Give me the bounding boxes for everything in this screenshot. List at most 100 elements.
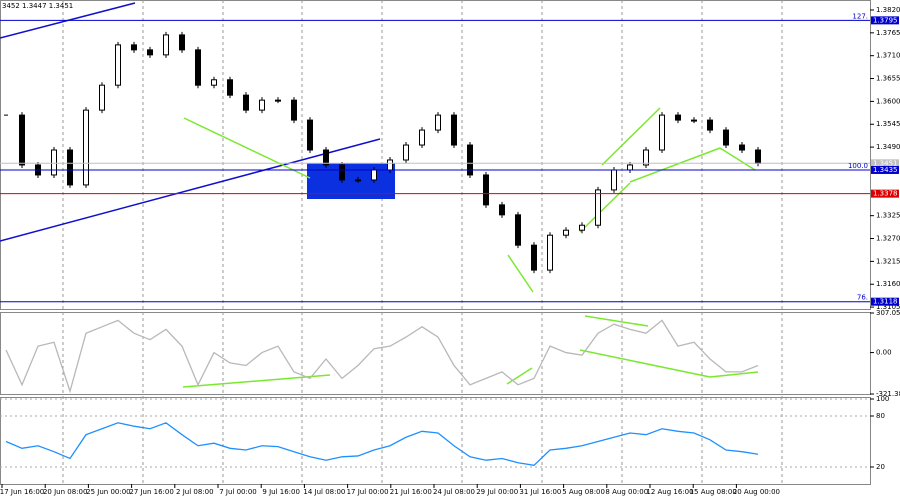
level-label: 1.3435 [873, 166, 898, 174]
x-tick-label: 27 Jun 16:00 [129, 488, 173, 496]
candle [195, 49, 201, 86]
candle [547, 234, 553, 271]
trend-line [579, 349, 711, 378]
candle [563, 229, 569, 236]
y-tick-label: 20 [876, 463, 885, 471]
y-tick-label: 1.3105 [876, 303, 900, 311]
trend-line [709, 371, 759, 378]
candle [147, 49, 153, 56]
level-tag: 76. [857, 294, 868, 302]
x-tick-label: 17 Jul 00:00 [347, 488, 389, 496]
candle [707, 119, 713, 131]
y-tick-label: 1.3160 [876, 280, 900, 288]
candle [99, 84, 105, 111]
indicator-line [5, 422, 759, 466]
candle [611, 169, 617, 191]
x-tick-label: 9 Jul 16:00 [262, 488, 300, 496]
candle [755, 149, 761, 164]
trend-line [579, 182, 631, 233]
y-tick-label: 80 [876, 412, 885, 420]
candle [387, 159, 393, 171]
trend-line [507, 254, 534, 293]
price-header: 3452 1.3447 1.3451 [2, 2, 73, 10]
candle [243, 94, 249, 111]
y-tick-label: 1.3765 [876, 29, 900, 37]
trend-line [629, 147, 721, 183]
candle [675, 114, 681, 121]
candle [323, 149, 329, 166]
candle [403, 144, 409, 161]
candle [339, 164, 345, 181]
rsi-pane [0, 397, 871, 485]
x-tick-label: 17 Jun 16:00 [0, 488, 44, 496]
candle [691, 119, 697, 122]
y-tick-label: 1.3270 [876, 235, 900, 243]
candle [211, 79, 217, 86]
candle [467, 144, 473, 176]
candle [499, 204, 505, 216]
indicator-line [5, 319, 759, 394]
candle [227, 79, 233, 96]
level-label-bg [871, 16, 899, 25]
x-tick-label: 15 Aug 08:00 [690, 488, 737, 496]
candle [355, 179, 361, 182]
y-tick-label: 1.3545 [876, 120, 900, 128]
x-tick-label: 20 Jun 08:00 [43, 488, 87, 496]
candle [83, 109, 89, 186]
x-tick-label: 14 Jul 08:00 [303, 488, 345, 496]
x-tick-label: 24 Jul 08:00 [433, 488, 475, 496]
main-pane [0, 0, 871, 310]
candle [19, 114, 25, 166]
y-tick-label: -321.389 [876, 390, 900, 398]
level-tag: 127. [852, 12, 868, 20]
candle [739, 144, 745, 151]
trend-line [183, 117, 311, 179]
candle [291, 99, 297, 121]
candle [307, 119, 313, 151]
candle [435, 114, 441, 131]
level-label-bg [871, 297, 899, 306]
channel-line [0, 138, 381, 242]
candle [179, 34, 185, 51]
candle [595, 189, 601, 226]
candle [579, 224, 585, 231]
candle [451, 114, 457, 146]
trend-line [506, 367, 533, 385]
y-tick-label: 1.3655 [876, 75, 900, 83]
x-tick-label: 29 Jul 00:00 [476, 488, 518, 496]
candle [67, 149, 73, 186]
y-tick-label: 307.0503 [876, 309, 900, 317]
y-tick-label: 1.3490 [876, 143, 900, 151]
x-tick-label: 20 Aug 00:00 [733, 488, 780, 496]
x-tick-label: 7 Jul 00:00 [219, 488, 257, 496]
candle [115, 44, 121, 86]
level-label: 1.3118 [873, 298, 898, 306]
level-tag: 100.0 [848, 162, 868, 170]
y-tick-label: 1.3710 [876, 52, 900, 60]
candle [643, 149, 649, 166]
candle [259, 99, 265, 111]
candle [723, 129, 729, 146]
trend-line [601, 107, 661, 166]
x-tick-label: 2 Jul 08:00 [176, 488, 214, 496]
candle [131, 44, 137, 51]
x-tick-label: 5 Aug 08:00 [562, 488, 605, 496]
vertical-grid [62, 0, 783, 484]
level-label: 1.3451 [873, 159, 898, 167]
candle [483, 174, 489, 206]
y-tick-label: 1.3600 [876, 97, 900, 105]
divergence-lines [182, 107, 759, 388]
candle [419, 129, 425, 146]
box-zone [307, 163, 395, 199]
y-tick-label: 1.3215 [876, 257, 900, 265]
candle [51, 149, 57, 176]
y-tick-label: 1.3820 [876, 6, 900, 14]
x-tick-label: 21 Jul 16:00 [390, 488, 432, 496]
x-tick-label: 12 Aug 16:00 [646, 488, 693, 496]
candle [275, 99, 281, 102]
candle [627, 164, 633, 171]
level-label: 1.3378 [873, 190, 898, 198]
cci-pane [0, 312, 871, 395]
